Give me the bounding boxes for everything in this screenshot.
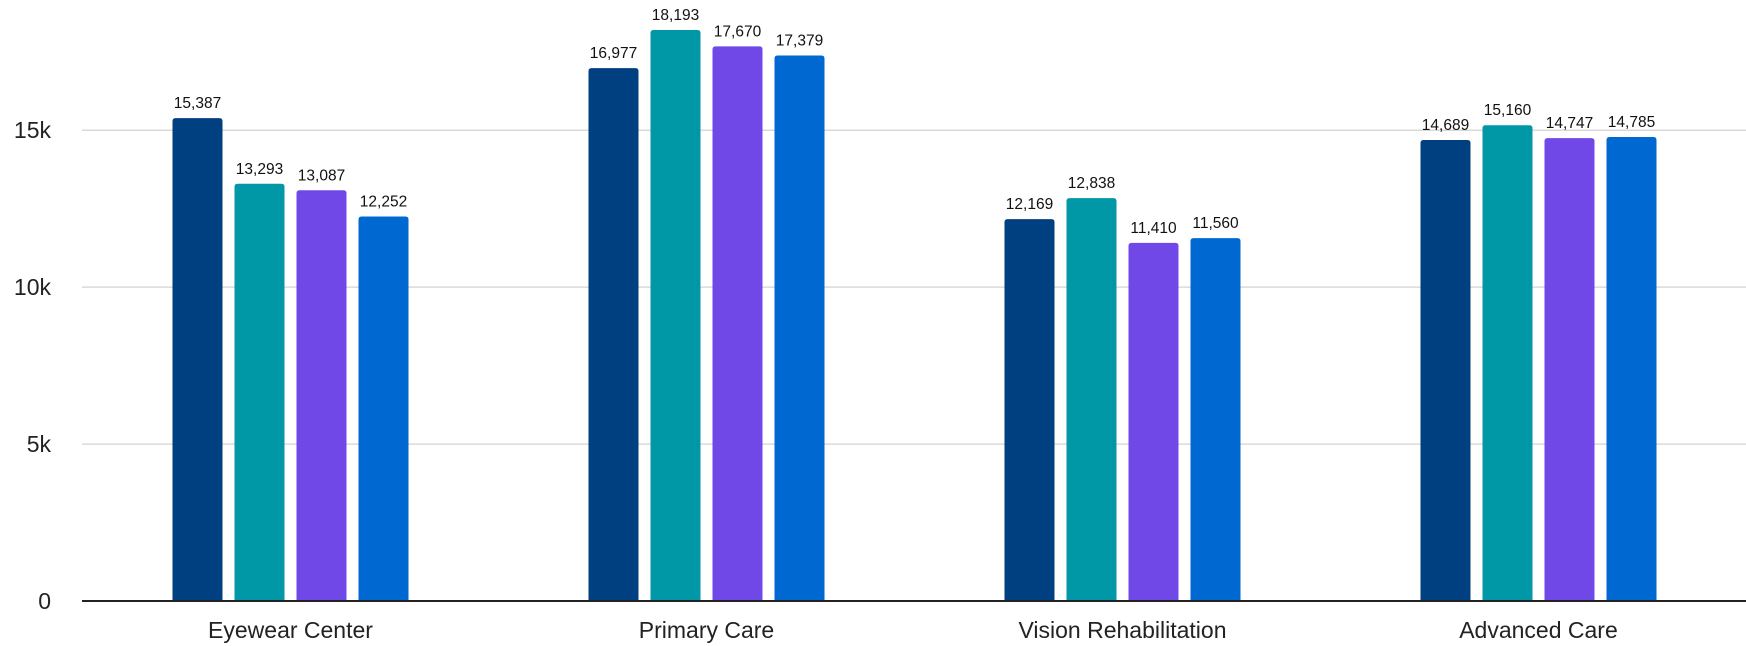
bar — [234, 183, 285, 601]
bar — [650, 30, 701, 601]
bar — [296, 190, 347, 601]
data-label: 15,160 — [1484, 102, 1532, 119]
data-label: 12,252 — [360, 193, 407, 210]
x-tick-label: Vision Rehabilitation — [1019, 617, 1227, 643]
bar — [1420, 139, 1471, 602]
y-tick-label: 0 — [38, 588, 51, 614]
x-tick-label: Eyewear Center — [208, 617, 373, 643]
data-label: 17,379 — [776, 33, 823, 50]
data-label: 13,087 — [298, 167, 345, 184]
bar — [358, 216, 409, 601]
data-label: 14,747 — [1546, 115, 1593, 132]
data-label: 17,670 — [714, 23, 762, 40]
data-label: 12,838 — [1068, 175, 1115, 192]
y-tick-label: 5k — [27, 431, 52, 457]
data-label: 12,169 — [1006, 196, 1053, 213]
data-label: 13,293 — [236, 161, 283, 178]
y-tick-label: 15k — [14, 117, 52, 143]
bar — [1190, 238, 1241, 601]
x-tick-label: Advanced Care — [1459, 617, 1618, 643]
data-label: 14,785 — [1608, 114, 1655, 131]
bar — [1482, 125, 1533, 602]
bar — [1066, 198, 1117, 601]
x-axis-ticks: Eyewear Center Primary Care Vision Rehabil… — [208, 617, 1618, 643]
data-label: 15,387 — [174, 95, 221, 112]
data-label: 11,560 — [1192, 215, 1239, 232]
bar — [1128, 242, 1179, 601]
bar — [172, 118, 223, 601]
y-tick-label: 10k — [14, 274, 52, 300]
data-label: 16,977 — [590, 45, 637, 62]
data-label: 14,689 — [1422, 117, 1469, 134]
bar — [1004, 219, 1055, 601]
y-axis-ticks: 0 5k 10k 15k — [14, 117, 52, 614]
bar — [712, 46, 763, 601]
data-label: 18,193 — [652, 7, 699, 24]
bar — [774, 55, 825, 601]
bars — [172, 30, 1657, 602]
x-tick-label: Primary Care — [639, 617, 774, 643]
bar — [1544, 138, 1595, 601]
data-label: 11,410 — [1130, 220, 1177, 237]
bar — [588, 68, 639, 601]
data-labels: 15,387 13,293 13,087 12,252 16,977 18,193 17,6… — [174, 7, 1655, 237]
bar — [1606, 136, 1657, 601]
